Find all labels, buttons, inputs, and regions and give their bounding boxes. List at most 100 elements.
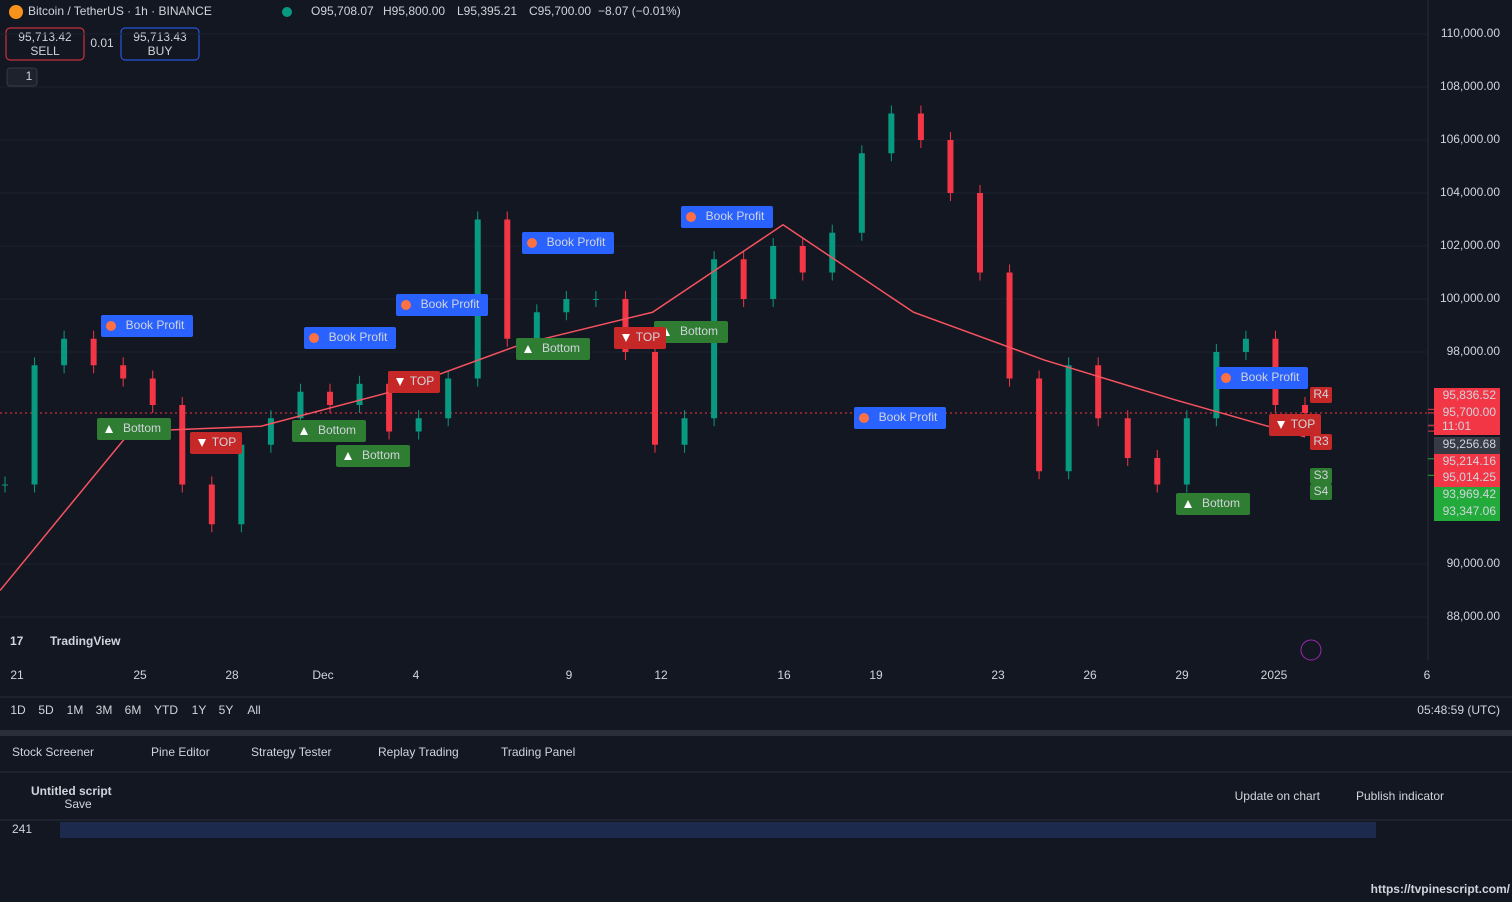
candle xyxy=(1302,405,1308,413)
date-label: 26 xyxy=(1083,668,1097,682)
range-button[interactable]: 1Y xyxy=(192,703,207,717)
candle xyxy=(681,418,688,445)
candle xyxy=(149,378,156,405)
level-text: R4 xyxy=(1313,387,1329,401)
candle xyxy=(1183,418,1190,485)
ohlc-value: L95,395.21 xyxy=(457,4,517,18)
candle xyxy=(533,312,540,339)
selected-line xyxy=(60,822,1376,838)
publish-button[interactable]: Publish indicator xyxy=(1356,789,1444,803)
candle xyxy=(799,246,806,273)
range-button[interactable]: 3M xyxy=(96,703,113,717)
candle xyxy=(267,418,274,445)
up-icon xyxy=(344,452,352,460)
candle xyxy=(120,365,127,379)
target-icon xyxy=(1221,373,1231,383)
ohlc-value: −8.07 (−0.01%) xyxy=(598,4,681,18)
candle xyxy=(770,246,777,299)
date-label: 2025 xyxy=(1261,668,1288,682)
sell-button[interactable] xyxy=(5,27,85,61)
price-tick-label: 90,000.00 xyxy=(1447,556,1501,570)
signal-label xyxy=(1216,367,1308,389)
range-button[interactable]: YTD xyxy=(154,703,178,717)
signal-text: Bottom xyxy=(318,423,356,437)
down-icon xyxy=(1277,421,1285,429)
range-button[interactable]: 5D xyxy=(38,703,54,717)
flash-icon[interactable] xyxy=(1300,639,1322,661)
range-button[interactable]: 5Y xyxy=(219,703,234,717)
price-tag-text: 95,700.00 xyxy=(1443,405,1497,419)
up-icon xyxy=(300,427,308,435)
level-tag xyxy=(1310,484,1332,500)
price-tick-label: 100,000.00 xyxy=(1440,291,1500,305)
price-tag-text: 93,969.42 xyxy=(1443,487,1497,501)
candle xyxy=(61,338,68,366)
range-button[interactable]: All xyxy=(247,703,260,717)
candle xyxy=(652,352,658,445)
candle xyxy=(563,299,570,313)
signal-label xyxy=(292,420,366,442)
price-tick-label: 106,000.00 xyxy=(1440,132,1500,146)
tab[interactable]: Trading Panel xyxy=(501,745,575,759)
date-label: 16 xyxy=(777,668,791,682)
candle xyxy=(1154,458,1161,485)
price-tag xyxy=(1434,454,1500,471)
signal-text: TOP xyxy=(1291,417,1315,431)
panel-divider xyxy=(0,730,1512,736)
date-label: 23 xyxy=(991,668,1005,682)
range-button[interactable]: 1D xyxy=(10,703,26,717)
signal-label xyxy=(522,232,614,254)
level-tag xyxy=(1310,434,1332,450)
moving-average xyxy=(0,223,1306,591)
candle xyxy=(386,383,393,432)
signal-label xyxy=(516,338,590,360)
candle xyxy=(888,113,895,154)
signal-label xyxy=(614,327,666,349)
candle xyxy=(297,391,304,419)
target-icon xyxy=(309,333,319,343)
signal-text: TOP xyxy=(410,374,434,388)
signal-label xyxy=(396,294,488,316)
candle xyxy=(858,153,865,233)
price-tag xyxy=(1434,487,1500,504)
save[interactable]: Save xyxy=(64,797,92,811)
signal-text: Book Profit xyxy=(547,235,606,249)
signal-label xyxy=(854,407,946,429)
signal-text: Book Profit xyxy=(329,330,388,344)
update-button[interactable]: Update on chart xyxy=(1235,789,1321,803)
logo-icon: 17 xyxy=(10,634,24,648)
date-label: 6 xyxy=(1424,668,1431,682)
down-icon xyxy=(396,378,404,386)
range-button[interactable]: 1M xyxy=(67,703,84,717)
tab[interactable]: Stock Screener xyxy=(12,745,94,759)
price-tick-label: 108,000.00 xyxy=(1440,79,1500,93)
price-tick-label: 98,000.00 xyxy=(1447,344,1501,358)
candle xyxy=(327,391,333,405)
price-tag xyxy=(1434,437,1500,454)
candle xyxy=(829,232,836,273)
date-label: Dec xyxy=(312,668,333,682)
buy-price: 95,713.43 xyxy=(133,30,187,44)
indicator-toggle[interactable] xyxy=(6,67,38,87)
price-tick-label: 110,000.00 xyxy=(1441,26,1500,40)
candle xyxy=(90,338,97,366)
range-button[interactable]: 6M xyxy=(125,703,142,717)
candle xyxy=(238,444,245,525)
signal-label xyxy=(388,371,440,393)
tab[interactable]: Strategy Tester xyxy=(251,745,331,759)
date-label: 21 xyxy=(10,668,24,682)
price-tick-label: 88,000.00 xyxy=(1447,609,1501,623)
signal-label xyxy=(681,206,773,228)
target-icon xyxy=(106,321,116,331)
level-text: R3 xyxy=(1313,434,1329,448)
watermark: https://tvpinescript.com/ xyxy=(1371,882,1511,896)
tab[interactable]: Replay Trading xyxy=(378,745,459,759)
tab[interactable]: Pine Editor xyxy=(151,745,210,759)
level-text: S3 xyxy=(1314,468,1329,482)
buy-label: BUY xyxy=(148,44,173,58)
signal-label xyxy=(1269,414,1321,436)
signal-label xyxy=(190,432,242,454)
script-name[interactable]: Untitled script xyxy=(31,784,112,798)
buy-button[interactable] xyxy=(120,27,200,61)
